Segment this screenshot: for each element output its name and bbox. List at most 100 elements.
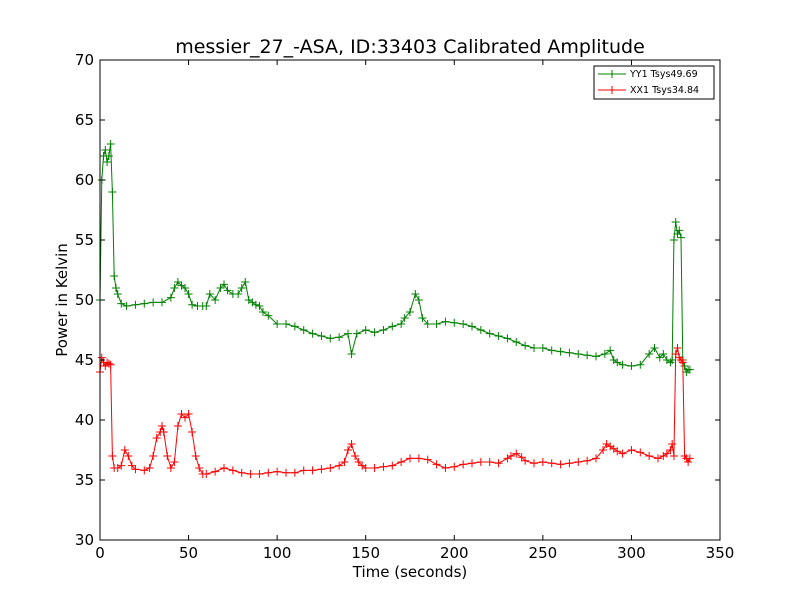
y-tick-label: 50 [75,291,94,309]
data-point [361,326,370,334]
data-point [680,362,689,370]
data-point [636,360,645,369]
data-point [627,446,636,454]
data-point [613,358,622,367]
data-point [255,470,264,478]
data-point [326,334,335,343]
data-point [228,466,237,475]
data-point [388,322,397,331]
data-point [673,344,682,352]
legend-marker-yy1 [608,70,616,78]
data-point [506,452,515,460]
data-point [220,280,228,289]
data-point [673,230,682,238]
data-point [600,350,609,358]
y-tick-label: 40 [75,411,94,429]
y-axis: 30 35 40 45 50 55 60 65 70 [75,51,720,549]
data-point [149,298,158,307]
data-point [627,362,636,370]
data-point [117,299,126,308]
data-point [195,464,204,472]
data-point [220,464,228,472]
data-point [264,468,273,477]
y-tick-label: 35 [75,471,94,489]
data-point [352,329,361,338]
data-point [106,140,115,148]
data-point [282,320,290,328]
data-point [556,460,565,469]
data-point [140,466,149,475]
data-point [205,290,214,298]
data-point [685,454,694,463]
data-point [117,461,126,470]
data-point [662,449,671,458]
data-point [636,448,645,457]
data-point [517,453,526,462]
data-point [120,446,129,454]
data-point [397,458,406,466]
legend: YY1 Tsys49.69 XX1 Tsys34.84 [593,65,715,100]
y-tick-label: 60 [75,171,94,189]
data-point [335,333,344,342]
data-point [668,356,677,364]
data-point [370,328,379,337]
data-point [241,278,250,286]
data-point [113,290,122,298]
data-point [351,452,360,460]
data-point [538,344,547,352]
data-point [645,452,654,460]
data-point [308,329,317,338]
data-point [131,465,140,474]
data-point [565,348,574,357]
data-point [234,290,243,298]
x-tick-label: 350 [706,544,735,562]
data-point [547,459,556,468]
y-tick-label: 30 [75,531,94,549]
data-point [211,467,220,476]
data-point [406,454,414,463]
data-point [104,152,113,160]
data-point [299,466,308,475]
data-point [521,341,530,350]
data-point [485,458,494,466]
data-point [521,456,530,465]
data-point [538,458,547,466]
legend-label-xx1: XX1 Tsys34.84 [630,85,699,96]
data-point [418,314,427,322]
plot-frame [99,59,721,541]
data-point [166,293,175,302]
data-point [237,284,246,292]
data-point [181,413,190,422]
data-point [188,428,197,436]
data-point [574,350,583,358]
data-point [237,468,246,477]
data-point [400,314,409,322]
data-point [671,218,680,226]
data-point [669,236,678,244]
data-point [104,359,113,368]
data-point [414,454,423,463]
data-point [441,317,450,326]
data-point [606,346,615,355]
x-tick-label: 50 [179,544,198,562]
data-point [669,452,678,460]
data-point [379,326,388,334]
data-point [308,466,317,475]
data-point [173,278,182,286]
x-tick-label: 200 [440,544,469,562]
legend-marker-xx1 [608,86,616,94]
data-point [347,350,356,358]
x-tick-label: 100 [263,544,292,562]
data-point [264,311,273,320]
data-point [344,446,352,454]
legend-box [593,65,715,100]
data-point [290,468,299,477]
data-point [246,470,255,478]
data-point [668,440,677,448]
data-point [170,458,179,466]
data-point [347,440,356,448]
data-point [671,350,680,358]
data-point [188,300,197,309]
data-point [512,449,521,458]
